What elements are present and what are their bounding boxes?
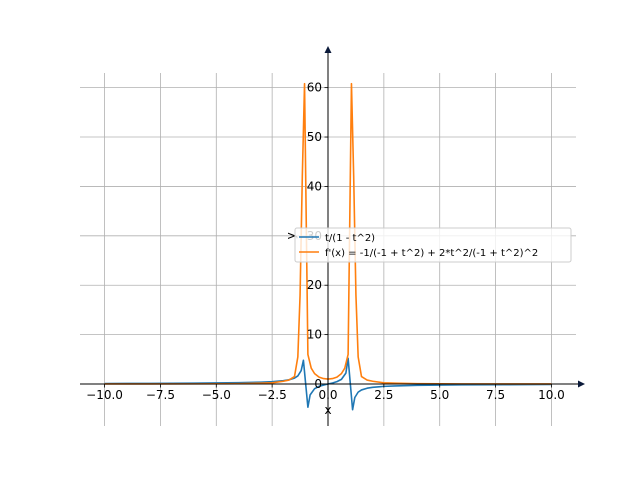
y-tick-label: 0 — [314, 377, 322, 391]
y-tick-label: 60 — [307, 81, 322, 95]
y-tick-label: 50 — [307, 130, 322, 144]
y-tick-label: 40 — [307, 179, 322, 193]
x-tick-label: 2.5 — [374, 388, 393, 402]
y-tick-label: 10 — [307, 328, 322, 342]
legend-label-series-2: f'(x) = -1/(-1 + t^2) + 2*t^2/(-1 + t^2)… — [325, 248, 538, 259]
legend-label-series-1: t/(1 - t^2) — [325, 233, 375, 244]
x-tick-label: 5.0 — [430, 388, 449, 402]
legend-box — [294, 227, 572, 263]
y-axis-label: y — [284, 232, 298, 239]
x-tick-label: 0.0 — [318, 388, 337, 402]
x-tick-label: −10.0 — [86, 388, 123, 402]
x-tick-label: −7.5 — [146, 388, 175, 402]
x-axis-arrow-icon — [578, 380, 585, 388]
ticks: −10.0−7.5−5.0−2.50.02.55.07.510.00102030… — [86, 81, 565, 402]
legend: t/(1 - t^2) f'(x) = -1/(-1 + t^2) + 2*t^… — [294, 227, 572, 263]
x-tick-label: 10.0 — [538, 388, 565, 402]
y-tick-label: 20 — [307, 278, 322, 292]
x-tick-label: −5.0 — [202, 388, 231, 402]
x-axis-label: x — [324, 403, 331, 417]
x-tick-label: 7.5 — [486, 388, 505, 402]
y-axis-arrow-icon — [324, 46, 332, 53]
x-tick-label: −2.5 — [258, 388, 287, 402]
